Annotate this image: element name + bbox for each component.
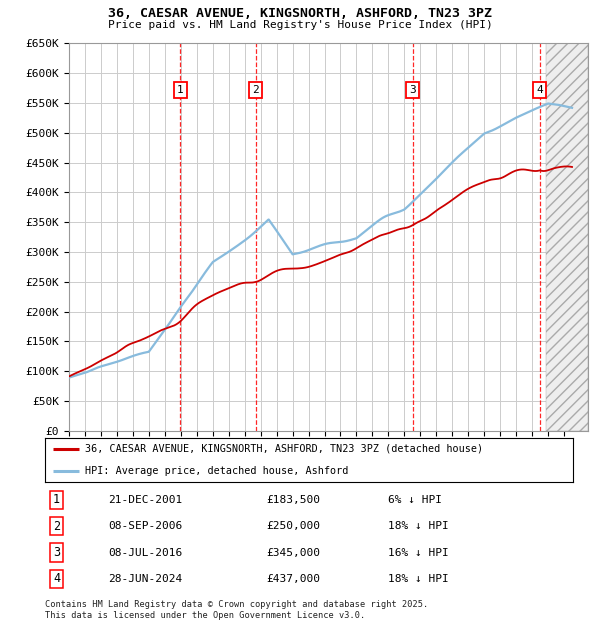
Text: 1: 1: [177, 85, 184, 95]
Text: 3: 3: [409, 85, 416, 95]
Text: 6% ↓ HPI: 6% ↓ HPI: [388, 495, 442, 505]
Text: Price paid vs. HM Land Registry's House Price Index (HPI): Price paid vs. HM Land Registry's House …: [107, 20, 493, 30]
Text: Contains HM Land Registry data © Crown copyright and database right 2025.
This d: Contains HM Land Registry data © Crown c…: [45, 600, 428, 619]
Text: 1: 1: [53, 494, 60, 507]
Text: £250,000: £250,000: [267, 521, 321, 531]
Text: 08-SEP-2006: 08-SEP-2006: [109, 521, 182, 531]
Text: 4: 4: [53, 572, 60, 585]
Text: £345,000: £345,000: [267, 547, 321, 557]
Text: 21-DEC-2001: 21-DEC-2001: [109, 495, 182, 505]
Text: 18% ↓ HPI: 18% ↓ HPI: [388, 521, 449, 531]
Text: 08-JUL-2016: 08-JUL-2016: [109, 547, 182, 557]
Text: 36, CAESAR AVENUE, KINGSNORTH, ASHFORD, TN23 3PZ (detached house): 36, CAESAR AVENUE, KINGSNORTH, ASHFORD, …: [85, 444, 483, 454]
Text: HPI: Average price, detached house, Ashford: HPI: Average price, detached house, Ashf…: [85, 466, 348, 476]
Text: 18% ↓ HPI: 18% ↓ HPI: [388, 574, 449, 584]
Text: 3: 3: [53, 546, 60, 559]
Text: 28-JUN-2024: 28-JUN-2024: [109, 574, 182, 584]
Text: 4: 4: [536, 85, 544, 95]
Text: 16% ↓ HPI: 16% ↓ HPI: [388, 547, 449, 557]
Text: £437,000: £437,000: [267, 574, 321, 584]
Text: 2: 2: [253, 85, 259, 95]
Text: 2: 2: [53, 520, 60, 533]
Text: 36, CAESAR AVENUE, KINGSNORTH, ASHFORD, TN23 3PZ: 36, CAESAR AVENUE, KINGSNORTH, ASHFORD, …: [108, 7, 492, 20]
Text: £183,500: £183,500: [267, 495, 321, 505]
Bar: [547, 43, 588, 431]
